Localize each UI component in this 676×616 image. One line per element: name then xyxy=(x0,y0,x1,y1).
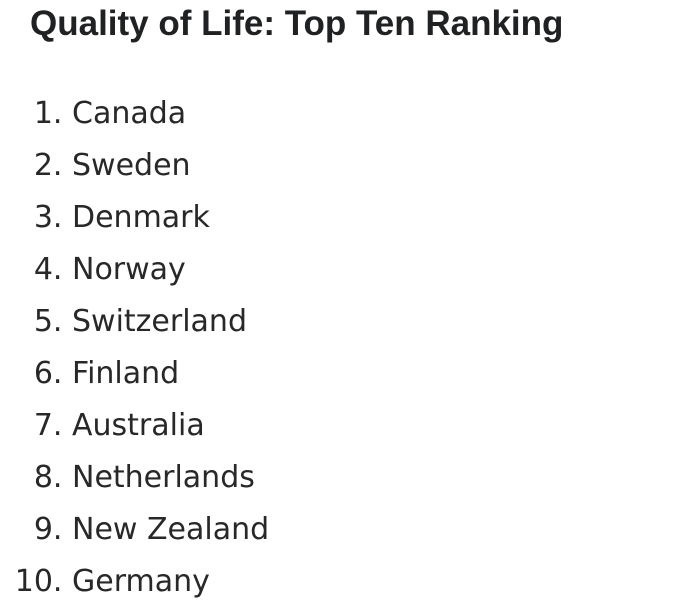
list-item: Canada xyxy=(72,96,676,131)
ranking-list: Canada Sweden Denmark Norway Switzerland Finl… xyxy=(0,96,676,599)
list-item: Sweden xyxy=(72,148,676,183)
page: Quality of Life: Top Ten Ranking Canada S… xyxy=(0,4,676,616)
list-item: Netherlands xyxy=(72,460,676,495)
list-item: Denmark xyxy=(72,200,676,235)
list-item: New Zealand xyxy=(72,512,676,547)
page-title: Quality of Life: Top Ten Ranking xyxy=(30,4,564,43)
list-item: Switzerland xyxy=(72,304,676,339)
list-item: Australia xyxy=(72,408,676,443)
list-item: Germany xyxy=(72,564,676,599)
list-item: Norway xyxy=(72,252,676,287)
list-item: Finland xyxy=(72,356,676,391)
